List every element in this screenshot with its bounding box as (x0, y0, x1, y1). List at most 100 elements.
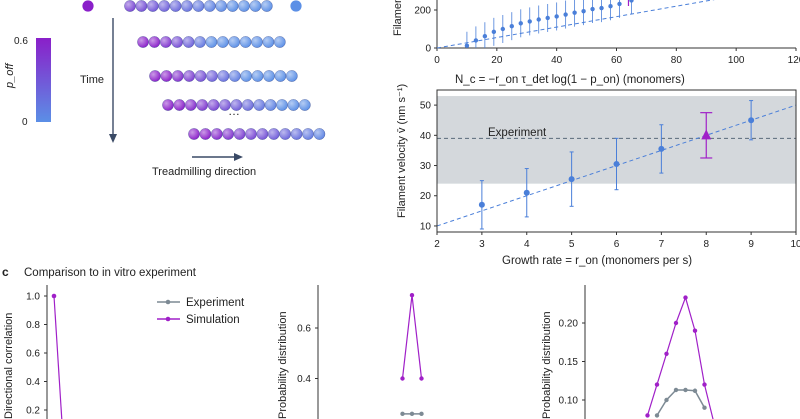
monomer-highlight (228, 36, 240, 48)
colorbar-max-label: 0.6 (14, 36, 28, 47)
top-data-point (500, 26, 506, 32)
monomer-highlight (263, 70, 275, 82)
plot2-ticks: 0.60.40.2 (297, 324, 318, 385)
top-fit-line (436, 0, 715, 49)
c-y-tick-label: 0.15 (559, 357, 579, 368)
panel-c-letter: c (2, 265, 9, 279)
monomer-highlight (230, 99, 242, 111)
simulation-point (409, 292, 415, 298)
top-data-point (545, 15, 550, 21)
simulation-point (692, 328, 698, 333)
monomer-highlight (192, 0, 204, 12)
experiment-point (683, 387, 688, 393)
panel-b-top: 0 20 40 60 80 100 120 0 200 Filament N_c = −r_on… (392, 0, 800, 86)
top-data-point (536, 17, 541, 22)
monomer-highlight (274, 36, 286, 48)
bottom-x-tick-label: 9 (748, 239, 754, 250)
plot3-experiment-line (656, 389, 706, 416)
monomer-highlight (215, 0, 227, 12)
plot1-simulation-point (51, 293, 57, 299)
top-x-tick-label: 60 (611, 55, 623, 66)
plot2-points (400, 292, 424, 417)
monomer-highlight (286, 70, 298, 82)
bottom-y-label: Filament velocity v̄ (nm s⁻¹) (396, 84, 408, 218)
top-data-points (464, 0, 634, 48)
experiment-point (702, 405, 707, 410)
bottom-y-tick-label: 40 (420, 131, 432, 142)
bottom-data-point (478, 201, 485, 208)
monomer-highlight (287, 99, 299, 111)
top-data-point (518, 21, 523, 26)
bottom-data-point (748, 117, 755, 124)
simulation-point (419, 376, 424, 381)
bottom-y-tick-label: 10 (420, 221, 432, 232)
top-x-tick-label: 40 (551, 55, 563, 66)
monomer-highlight (274, 70, 286, 82)
top-x-tick-label: 100 (728, 55, 745, 66)
monomer-highlight (262, 36, 274, 48)
c-y-tick-label: 0.8 (26, 320, 40, 331)
top-data-point (464, 43, 470, 48)
monomer-highlight (242, 99, 254, 111)
bottom-data-points (478, 100, 755, 230)
monomer-highlight (240, 70, 252, 82)
monomer-highlight (276, 99, 288, 111)
monomer-highlight (162, 99, 174, 111)
simulation-point (654, 382, 660, 387)
top-data-point (581, 8, 586, 14)
experiment-point (664, 397, 669, 403)
top-data-point (590, 6, 595, 12)
simulation-point (673, 320, 679, 326)
top-data-point (599, 5, 604, 11)
monomer-highlight (194, 36, 206, 48)
monomer-highlight (160, 36, 172, 48)
colorbar-axis-label: p_off (4, 63, 16, 89)
monomer-highlight (172, 70, 184, 82)
top-x-tick-label: 80 (671, 55, 683, 66)
monomer-highlight (135, 0, 147, 12)
experiment-label: Experiment (488, 127, 547, 139)
bottom-x-tick-label: 10 (790, 239, 800, 250)
monomer-highlight (265, 99, 277, 111)
bottom-data-point (658, 145, 665, 152)
monomer-highlight (170, 0, 182, 12)
monomer-bead (290, 0, 302, 12)
monomer-highlight (219, 99, 231, 111)
treadmill-label: Treadmilling direction (152, 166, 256, 178)
bottom-data-point (568, 176, 575, 183)
monomer-highlight (227, 0, 239, 12)
simulation-point (702, 382, 707, 387)
experiment-point (400, 411, 405, 417)
top-data-point (554, 14, 559, 19)
bottom-x-tick-label: 2 (434, 239, 440, 250)
bottom-y-tick-label: 20 (420, 191, 432, 202)
monomer-bead (82, 0, 94, 12)
simulation-point (683, 295, 688, 300)
legend-simulation-label: Simulation (186, 314, 240, 326)
treadmill-arrow-head (234, 153, 243, 161)
monomer-highlight (240, 36, 252, 48)
plot1-ticks: 1.0 0.8 0.6 0.4 0.2 (26, 292, 47, 417)
monomer-highlight (171, 36, 183, 48)
top-x-tick-label: 120 (788, 55, 800, 66)
plot2-simulation-line (401, 295, 423, 379)
experiment-point (419, 411, 424, 417)
monomer-highlight (251, 36, 263, 48)
top-x-tick-label: 0 (434, 55, 440, 66)
panel-a: 0.6 0 p_off Time … Treadmilling directio… (4, 0, 326, 178)
monomer-highlight (291, 128, 303, 140)
bottom-x-tick-label: 8 (703, 239, 709, 250)
top-x-label: N_c = −r_on τ_det log(1 − p_on) (monomer… (455, 74, 685, 86)
experiment-point (673, 387, 679, 393)
colorbar-min-label: 0 (22, 117, 28, 128)
top-data-point (608, 3, 613, 9)
legend-experiment-label: Experiment (186, 297, 245, 309)
bottom-data-point (613, 161, 620, 168)
legend-experiment-marker (165, 299, 171, 305)
monomer-highlight (217, 36, 229, 48)
top-data-point (629, 0, 634, 3)
monomer-highlight (261, 0, 273, 12)
top-data-point (617, 1, 622, 7)
bottom-y-tick-label: 30 (420, 161, 432, 172)
monomer-highlight (229, 70, 241, 82)
